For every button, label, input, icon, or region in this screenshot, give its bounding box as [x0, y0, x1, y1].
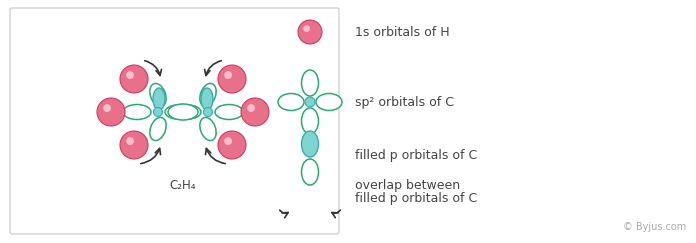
Circle shape [303, 25, 310, 32]
Ellipse shape [165, 105, 191, 119]
Text: © Byjus.com: © Byjus.com [623, 222, 686, 232]
Circle shape [120, 131, 148, 159]
Circle shape [218, 131, 246, 159]
Ellipse shape [200, 83, 216, 107]
Ellipse shape [301, 159, 319, 185]
Ellipse shape [316, 94, 342, 111]
Ellipse shape [175, 105, 201, 119]
Circle shape [224, 137, 232, 145]
Ellipse shape [278, 94, 304, 111]
Circle shape [305, 97, 315, 107]
Text: filled p orbitals of C: filled p orbitals of C [355, 148, 477, 162]
Circle shape [126, 71, 134, 79]
Ellipse shape [150, 83, 166, 107]
Text: overlap between: overlap between [355, 179, 460, 191]
Circle shape [218, 65, 246, 93]
Circle shape [247, 104, 255, 112]
Circle shape [126, 137, 134, 145]
Ellipse shape [215, 104, 243, 120]
Circle shape [154, 107, 162, 116]
Text: 1s orbitals of H: 1s orbitals of H [355, 26, 450, 38]
Circle shape [298, 20, 322, 44]
Ellipse shape [200, 117, 216, 140]
Ellipse shape [123, 104, 151, 120]
Ellipse shape [153, 88, 165, 110]
Text: C₂H₄: C₂H₄ [170, 179, 196, 191]
Text: filled p orbitals of C: filled p orbitals of C [355, 191, 477, 205]
Circle shape [203, 107, 212, 116]
Ellipse shape [301, 131, 319, 157]
Circle shape [97, 98, 125, 126]
Ellipse shape [201, 88, 213, 110]
Ellipse shape [150, 117, 166, 140]
Ellipse shape [301, 108, 319, 134]
Ellipse shape [301, 70, 319, 96]
Text: sp² orbitals of C: sp² orbitals of C [355, 95, 454, 109]
Circle shape [224, 71, 232, 79]
Circle shape [120, 65, 148, 93]
Ellipse shape [168, 104, 198, 120]
Circle shape [103, 104, 111, 112]
Circle shape [241, 98, 269, 126]
